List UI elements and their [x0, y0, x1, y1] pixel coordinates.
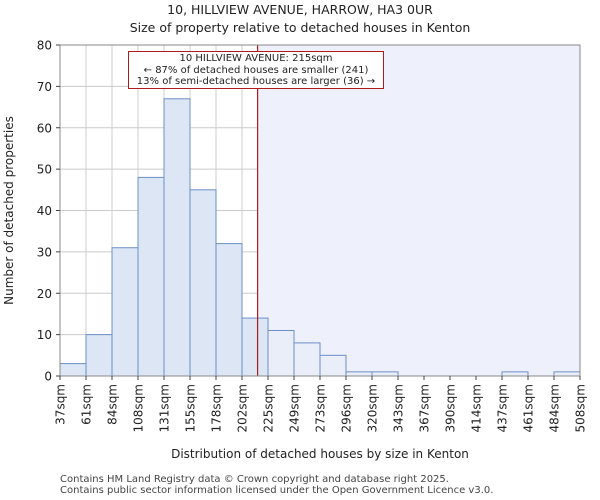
- bar: [553, 371, 581, 377]
- annotation-box: 10 HILLVIEW AVENUE: 215sqm ← 87% of deta…: [128, 51, 384, 89]
- bar: [241, 317, 269, 377]
- x-tick-label: 367sqm: [418, 384, 432, 432]
- footer-copyright: Contains HM Land Registry data © Crown c…: [60, 474, 449, 485]
- x-tick-label: 390sqm: [444, 384, 458, 432]
- y-tick-label: 0: [44, 370, 52, 384]
- axes: [56, 44, 581, 380]
- bar: [59, 363, 87, 377]
- x-tick-label: 249sqm: [288, 384, 302, 432]
- bar: [163, 98, 191, 377]
- annotation-line-3: 13% of semi-detached houses are larger (…: [136, 76, 376, 87]
- x-tick-label: 84sqm: [106, 384, 120, 425]
- y-tick-labels: 0 10 20 30 40 50 60 70 80: [37, 39, 52, 384]
- bar: [345, 371, 373, 377]
- chart-title: 10, HILLVIEW AVENUE, HARROW, HA3 0UR: [167, 2, 433, 17]
- annotation-line-2: ← 87% of detached houses are smaller (24…: [143, 64, 369, 76]
- bar: [501, 371, 529, 377]
- y-tick-label: 40: [37, 204, 52, 218]
- x-tick-label: 178sqm: [210, 384, 224, 432]
- y-tick-label: 10: [37, 328, 52, 342]
- x-tick-label: 461sqm: [522, 384, 536, 432]
- bar: [111, 247, 139, 377]
- x-tick-label: 343sqm: [392, 384, 406, 432]
- bar: [371, 371, 399, 377]
- bar: [293, 342, 321, 377]
- x-tick-label: 225sqm: [262, 384, 276, 432]
- x-tick-label: 414sqm: [470, 384, 484, 432]
- x-tick-label: 131sqm: [158, 384, 172, 432]
- x-tick-label: 273sqm: [314, 384, 328, 432]
- x-tick-label: 202sqm: [236, 384, 250, 432]
- x-tick-labels: 37sqm 61sqm 84sqm 108sqm 131sqm 155sqm 178sqm 2…: [54, 384, 588, 432]
- y-tick-label: 80: [37, 39, 52, 53]
- highlight-region: [257, 45, 580, 376]
- annotation-line-1: 10 HILLVIEW AVENUE: 215sqm: [179, 53, 333, 64]
- chart-subtitle: Size of property relative to detached ho…: [129, 20, 471, 35]
- x-tick-label: 296sqm: [340, 384, 354, 432]
- x-tick-label: 437sqm: [496, 384, 510, 432]
- y-tick-label: 30: [37, 245, 52, 259]
- bar: [319, 354, 347, 377]
- bar: [189, 189, 217, 377]
- bar: [85, 334, 113, 377]
- y-tick-label: 60: [37, 121, 52, 135]
- footer-licence: Contains public sector information licen…: [60, 485, 494, 496]
- x-tick-label: 37sqm: [54, 384, 68, 425]
- bars: [59, 98, 581, 377]
- x-tick-label: 508sqm: [574, 384, 588, 432]
- x-tick-label: 484sqm: [548, 384, 562, 432]
- x-tick-label: 155sqm: [184, 384, 198, 432]
- y-tick-label: 50: [37, 163, 52, 177]
- x-tick-label: 320sqm: [366, 384, 380, 432]
- x-tick-label: 108sqm: [132, 384, 146, 432]
- y-tick-label: 20: [37, 287, 52, 301]
- bar: [137, 176, 165, 377]
- bar: [215, 243, 243, 377]
- bar: [267, 329, 295, 377]
- x-axis-label: Distribution of detached houses by size …: [171, 447, 469, 461]
- y-tick-label: 70: [37, 80, 52, 94]
- x-tick-label: 61sqm: [80, 384, 94, 425]
- y-axis-label: Number of detached properties: [2, 116, 16, 305]
